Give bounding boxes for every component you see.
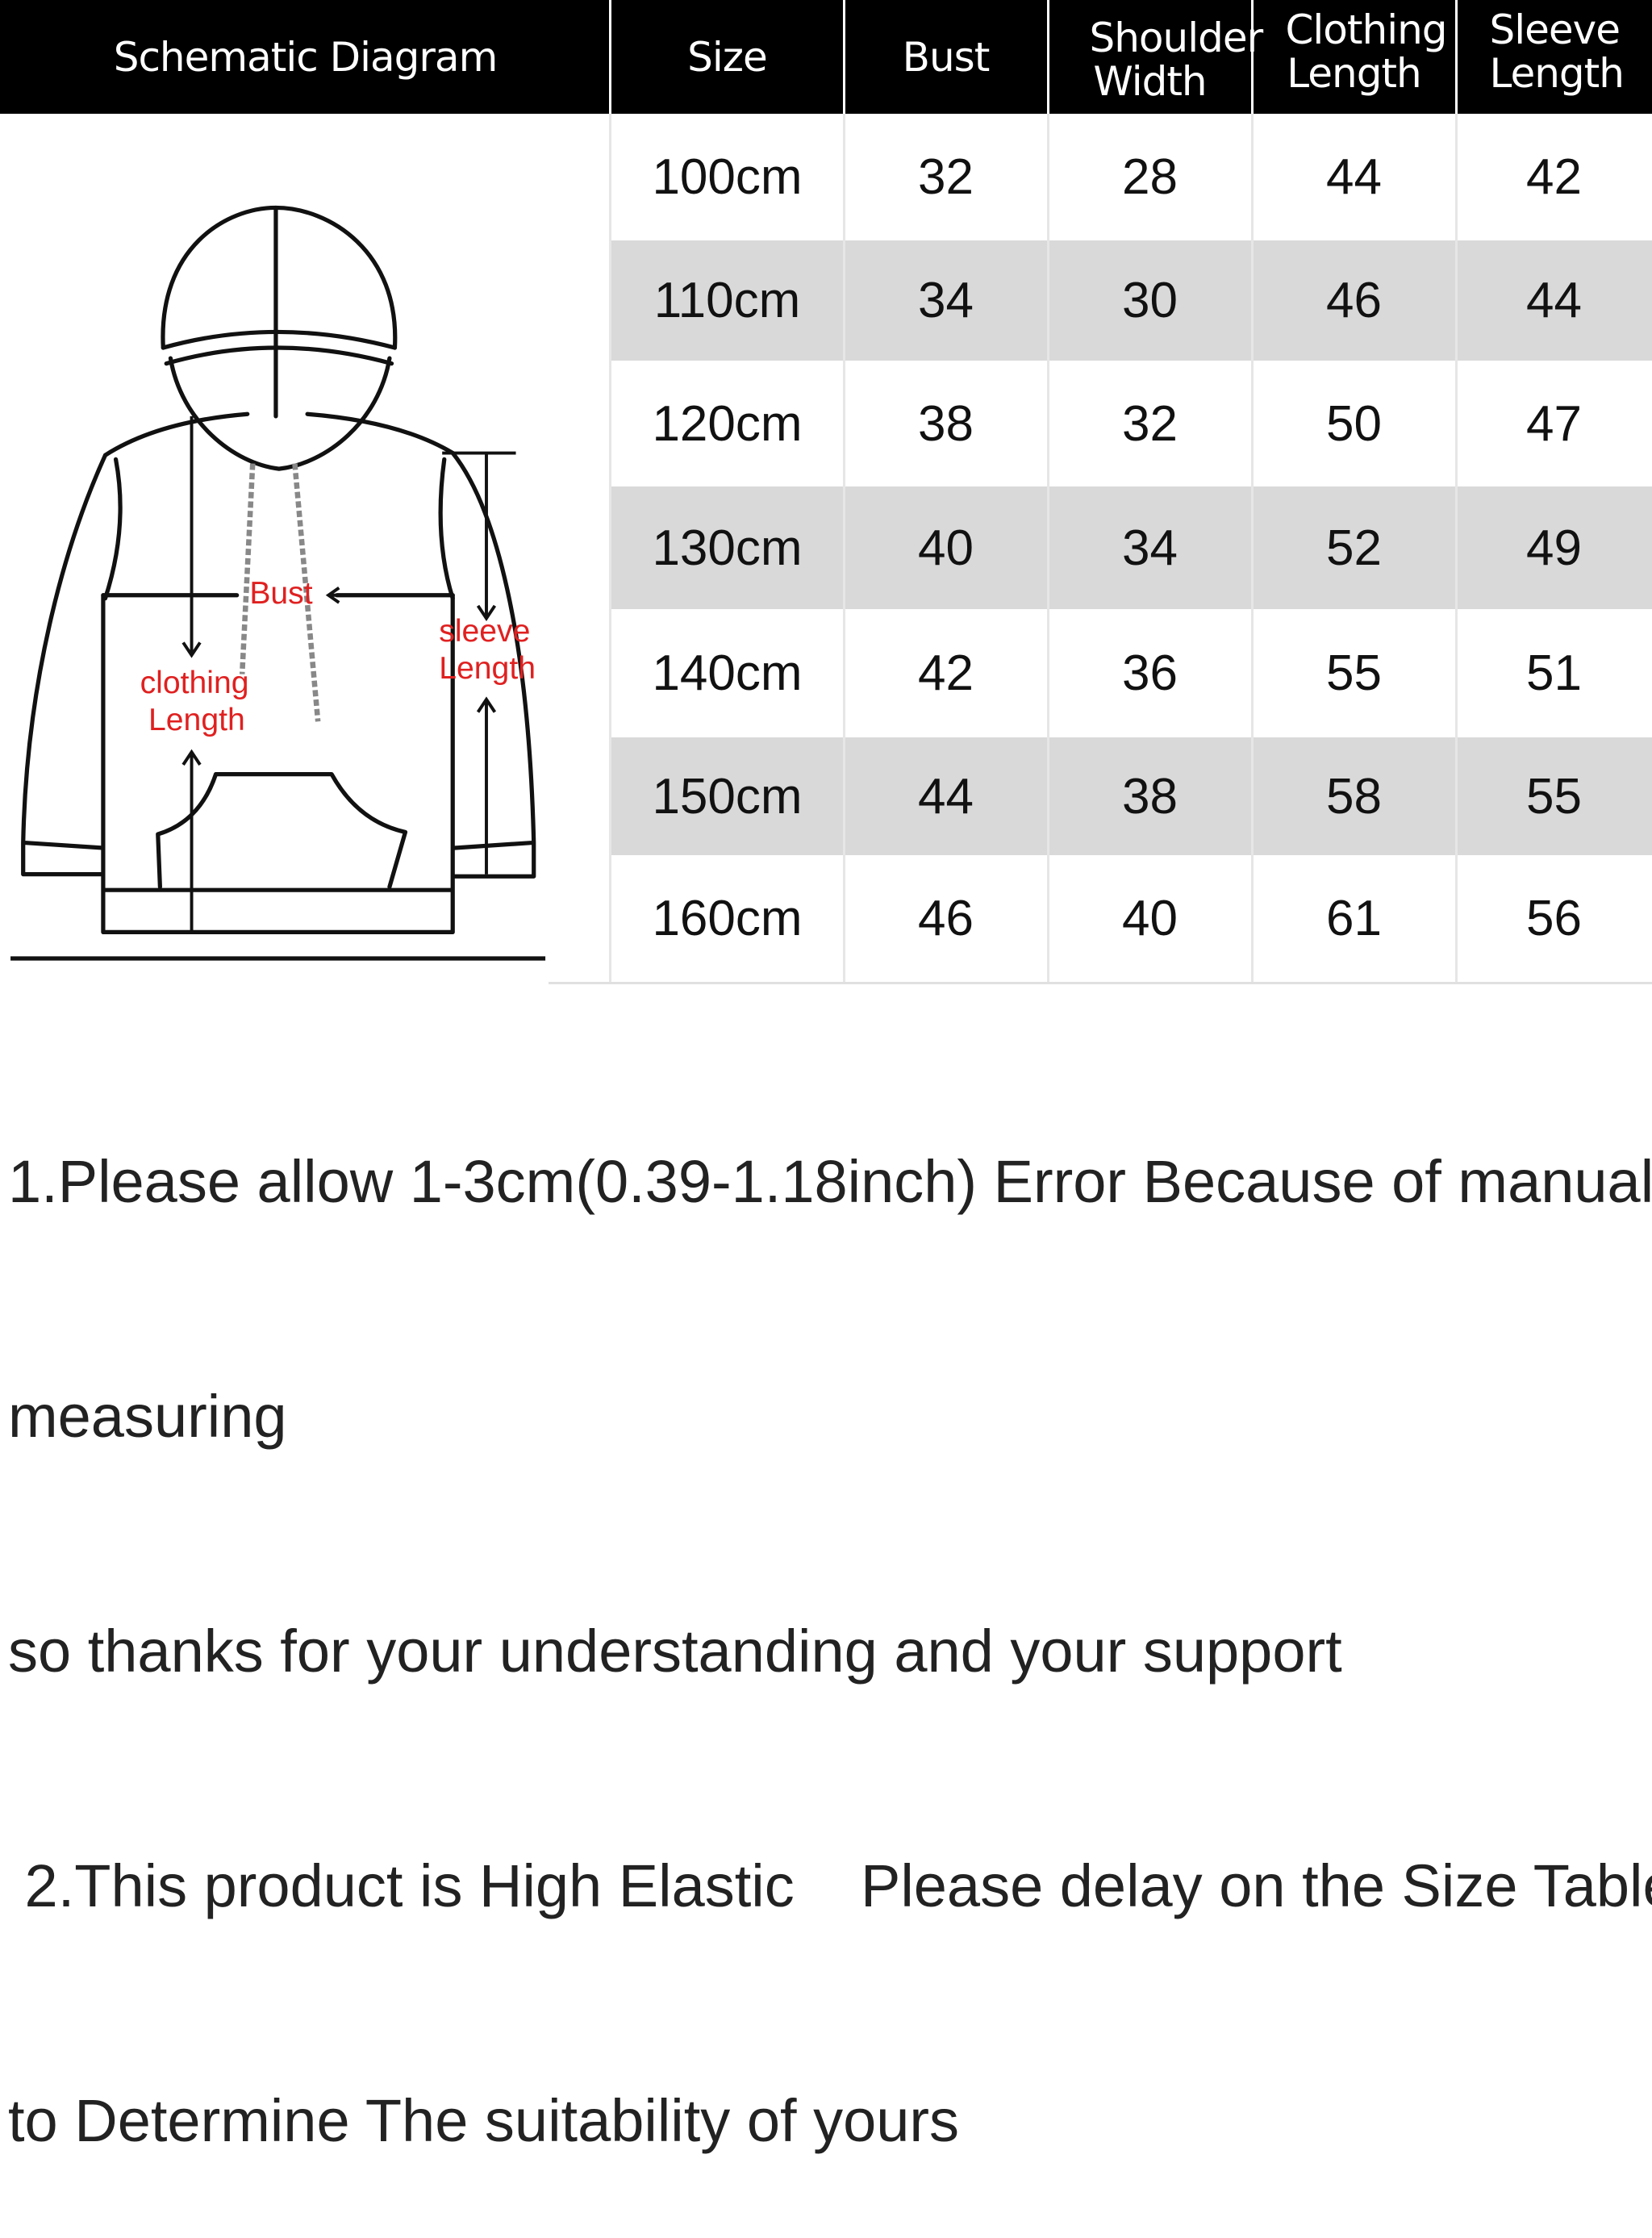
header-bust: Bust: [902, 33, 991, 81]
bust-arrow: [325, 586, 369, 604]
cell-sleeve: 49: [1526, 520, 1582, 576]
shoulders: [102, 411, 455, 457]
cell-size: 120cm: [652, 395, 803, 452]
column-divider: [1455, 114, 1458, 982]
cell-shoulder: 34: [1122, 520, 1178, 576]
clothing-length-arrow: [181, 415, 202, 933]
cell-shoulder: 30: [1122, 273, 1178, 328]
pocket: [156, 772, 408, 889]
cell-bust: 32: [918, 149, 974, 205]
cell-shoulder: 28: [1122, 149, 1178, 205]
sleeve-length-arrow: [442, 451, 516, 875]
cell-sleeve: 51: [1526, 645, 1582, 701]
cell-sleeve: 44: [1526, 273, 1582, 328]
cell-size: 100cm: [652, 149, 803, 205]
cell-sleeve: 47: [1526, 395, 1582, 452]
cell-bust: 40: [918, 520, 974, 576]
note-line: so thanks for your understanding and you…: [8, 1618, 1342, 1685]
header-clothing-length-text: Clothing Length: [1285, 6, 1448, 97]
left-sleeve: [21, 453, 123, 877]
size-notes: 1.Please allow 1-3cm(0.39-1.18inch) Erro…: [8, 986, 1652, 2238]
cell-clothing: 52: [1326, 520, 1382, 576]
header-divider: [1455, 0, 1458, 114]
cell-size: 160cm: [652, 891, 803, 946]
cell-bust: 42: [918, 645, 974, 701]
header-size: Size: [687, 33, 768, 81]
schematic-diagram: Bust sleeve Length clothing Length: [0, 114, 611, 982]
cell-clothing: 55: [1326, 645, 1382, 701]
table-header: Schematic Diagram Size Bust Shoulder Wid…: [0, 0, 1652, 114]
header-schematic-diagram: Schematic Diagram: [113, 33, 499, 81]
cell-size: 150cm: [652, 768, 803, 825]
hoodie-illustration: Bust sleeve Length clothing Length: [10, 205, 546, 961]
table-row: 140cm 42 36 55 51: [611, 609, 1652, 737]
note-line: measuring: [8, 1383, 287, 1450]
table-row: 100cm 32 28 44 42: [611, 114, 1652, 240]
drawstring-right: [292, 463, 321, 722]
header-sleeve-length: Sleeve Length: [1456, 0, 1652, 114]
note-line: 1.Please allow 1-3cm(0.39-1.18inch) Erro…: [8, 1148, 1652, 1215]
body: [101, 593, 455, 934]
cell-size: 140cm: [652, 645, 803, 701]
cell-clothing: 44: [1326, 149, 1382, 205]
drawstring-left: [239, 463, 256, 674]
table-row: 130cm 40 34 52 49: [611, 486, 1652, 609]
cell-shoulder: 40: [1122, 891, 1178, 946]
header-divider: [609, 0, 611, 114]
cell-bust: 44: [918, 768, 974, 825]
cell-shoulder: 32: [1122, 395, 1178, 452]
header-shoulder-width-text: Shoulder Width: [1089, 14, 1264, 105]
cell-clothing: 58: [1326, 768, 1382, 825]
cell-shoulder: 36: [1122, 645, 1178, 701]
table-row: 150cm 44 38 58 55: [611, 737, 1652, 855]
table-row: 120cm 38 32 50 47: [611, 361, 1652, 486]
cell-sleeve: 42: [1526, 149, 1582, 205]
bust-label: Bust: [249, 576, 312, 611]
cell-bust: 38: [918, 395, 974, 452]
cell-clothing: 46: [1326, 273, 1382, 328]
sleeve-length-label: Length: [439, 651, 536, 686]
column-divider: [1047, 114, 1049, 982]
note-line: 2.This product is High Elastic Please de…: [8, 1852, 1652, 1919]
cell-size: 110cm: [653, 273, 801, 328]
clothing-length-label: Length: [148, 703, 245, 737]
table-row: 160cm 46 40 61 56: [611, 855, 1652, 982]
table-row: 110cm 34 30 46 44: [611, 240, 1652, 361]
note-line: to Determine The suitability of yours: [8, 2087, 960, 2154]
sleeve-label: sleeve: [439, 614, 530, 649]
header-divider: [1251, 0, 1254, 114]
column-divider: [609, 114, 611, 982]
cell-shoulder: 38: [1122, 768, 1178, 825]
cell-bust: 34: [918, 273, 974, 328]
right-sleeve: [438, 450, 536, 879]
hood-face: [168, 356, 392, 471]
column-divider: [1251, 114, 1254, 982]
cell-clothing: 50: [1326, 395, 1382, 452]
cell-bust: 46: [918, 891, 974, 946]
header-divider: [843, 0, 845, 114]
column-divider: [843, 114, 845, 982]
cell-size: 130cm: [652, 520, 803, 576]
cell-sleeve: 56: [1526, 891, 1582, 946]
table-bottom-border: [549, 982, 1652, 984]
cell-clothing: 61: [1326, 891, 1382, 946]
header-divider: [1047, 0, 1049, 114]
header-shoulder-width: Shoulder Width: [1048, 0, 1264, 114]
hood-outline: [161, 205, 398, 350]
cell-sleeve: 55: [1526, 768, 1582, 825]
hood-brim: [161, 329, 398, 366]
header-sleeve-length-text: Sleeve Length: [1489, 6, 1625, 97]
clothing-label: clothing: [140, 666, 249, 700]
header-clothing-length: Clothing Length: [1252, 0, 1456, 114]
